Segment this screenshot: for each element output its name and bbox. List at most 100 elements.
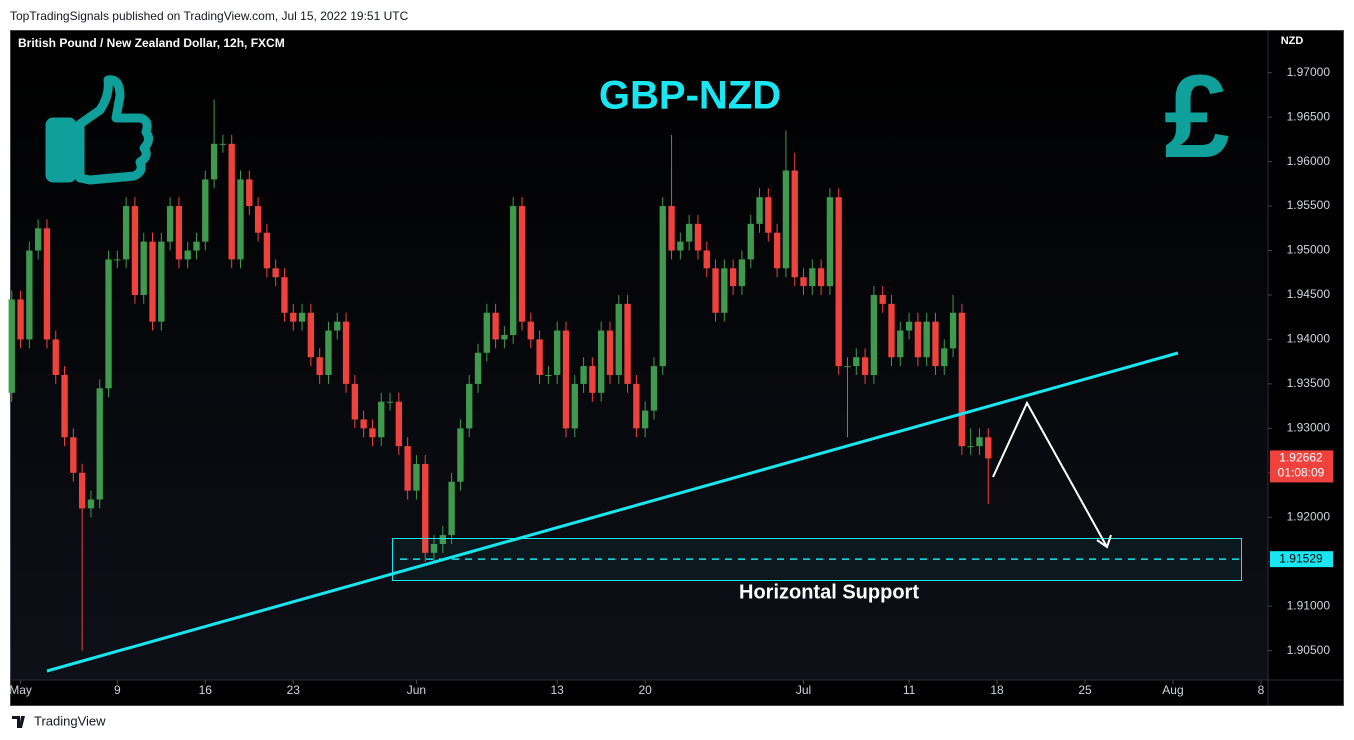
y-tick-label: 1.91000 [1287,598,1331,612]
candle-body [386,401,394,403]
y-tick-label: 1.93000 [1287,421,1331,435]
candle-body [114,259,121,261]
candle-body [527,321,534,340]
candle-body [166,206,174,242]
candle-body [17,299,24,340]
candle-body [422,463,429,553]
thumbs-up-icon [45,75,154,185]
currency-label: NZD [1281,35,1304,47]
candle-body [861,357,869,376]
candle-body [677,241,684,251]
candle-body [43,228,51,340]
candle-body [949,312,957,349]
x-tick-label: 20 [638,683,652,697]
brand-name: TradingView [34,713,106,728]
candle-body [290,312,297,322]
candle-body [712,268,719,313]
candle-body [659,206,666,367]
candle-body [26,250,33,340]
arrow-head [1096,534,1112,549]
candle-body [624,303,631,384]
chart-title: GBP-NZD [599,74,781,118]
candle-body [694,223,702,251]
candle-body [492,312,499,340]
y-tick-label: 1.93500 [1287,376,1331,390]
candle-body [606,330,614,376]
candle-body [897,330,904,358]
axes-layer: 1.905001.910001.915001.920001.925001.930… [9,65,1333,697]
candle-body [237,179,244,260]
candle-body [562,330,570,429]
y-tick-label: 1.97000 [1287,65,1331,79]
plot-area [11,31,1268,680]
candle-body [650,366,658,411]
candle-body [122,206,130,260]
candle-body [202,179,209,242]
y-tick-label: 1.95000 [1287,243,1331,257]
candle-body [835,197,842,367]
candle-body [888,303,895,358]
candle-body [466,383,473,429]
x-tick-label: Aug [1162,683,1183,697]
x-tick-label: 25 [1078,683,1092,697]
candle-body [360,419,367,429]
candle-body [615,303,622,376]
thumb-hand [75,75,154,185]
candle-body [932,321,939,367]
candle-body [219,143,227,145]
y-tick-label: 1.96000 [1287,154,1331,168]
candle-body [474,352,482,384]
brand-logo [12,716,25,728]
candle-body [826,197,834,287]
candle-body [817,268,825,287]
x-tick-label: 9 [114,683,121,697]
candle-body [131,206,139,295]
candle-body [298,312,306,322]
candle-body [554,330,561,376]
candle-body [967,446,974,448]
candle-body [729,268,737,287]
y-tick-label: 1.95500 [1287,198,1331,212]
last-price-label: 1.92662 [1279,451,1323,465]
candle-body [246,179,253,207]
y-tick-label: 1.92000 [1287,509,1331,523]
candle-body [545,375,552,377]
symbol-legend: British Pound / New Zealand Dollar, 12h,… [18,36,285,50]
candle-body [8,299,15,393]
candle-body [483,312,490,353]
candle-body [351,383,359,420]
trend-line [46,351,1179,673]
candle-body [272,268,279,278]
candle-body [756,197,763,224]
thumb-cuff [45,117,77,183]
candle-body [641,410,649,429]
candle-body [685,223,693,242]
x-tick-label: 13 [551,683,565,697]
support-zone [392,538,1242,581]
last-price-box [1270,450,1333,483]
candle-body [52,339,59,376]
x-tick-label: 16 [199,683,213,697]
x-tick-label: 18 [990,683,1004,697]
candle-body [430,543,438,553]
x-tick-label: Jun [407,683,426,697]
support-price-label: 1.91529 [1279,551,1323,565]
candle-body [721,268,728,313]
candles [8,99,1241,651]
candle-body [140,241,147,295]
candle-body [941,348,948,367]
candle-body [571,383,578,429]
x-tick-label: 23 [287,683,301,697]
candle-body [457,428,464,482]
candle-body [184,250,191,260]
candle-body [70,437,77,473]
candle-body [738,259,746,287]
candle-body [307,312,315,358]
candle-body [853,357,860,367]
candle-body [325,330,332,376]
support-price-box [1270,551,1333,568]
x-tick-label: 11 [903,683,916,697]
candle-body [914,321,922,358]
candle-body [870,294,878,376]
